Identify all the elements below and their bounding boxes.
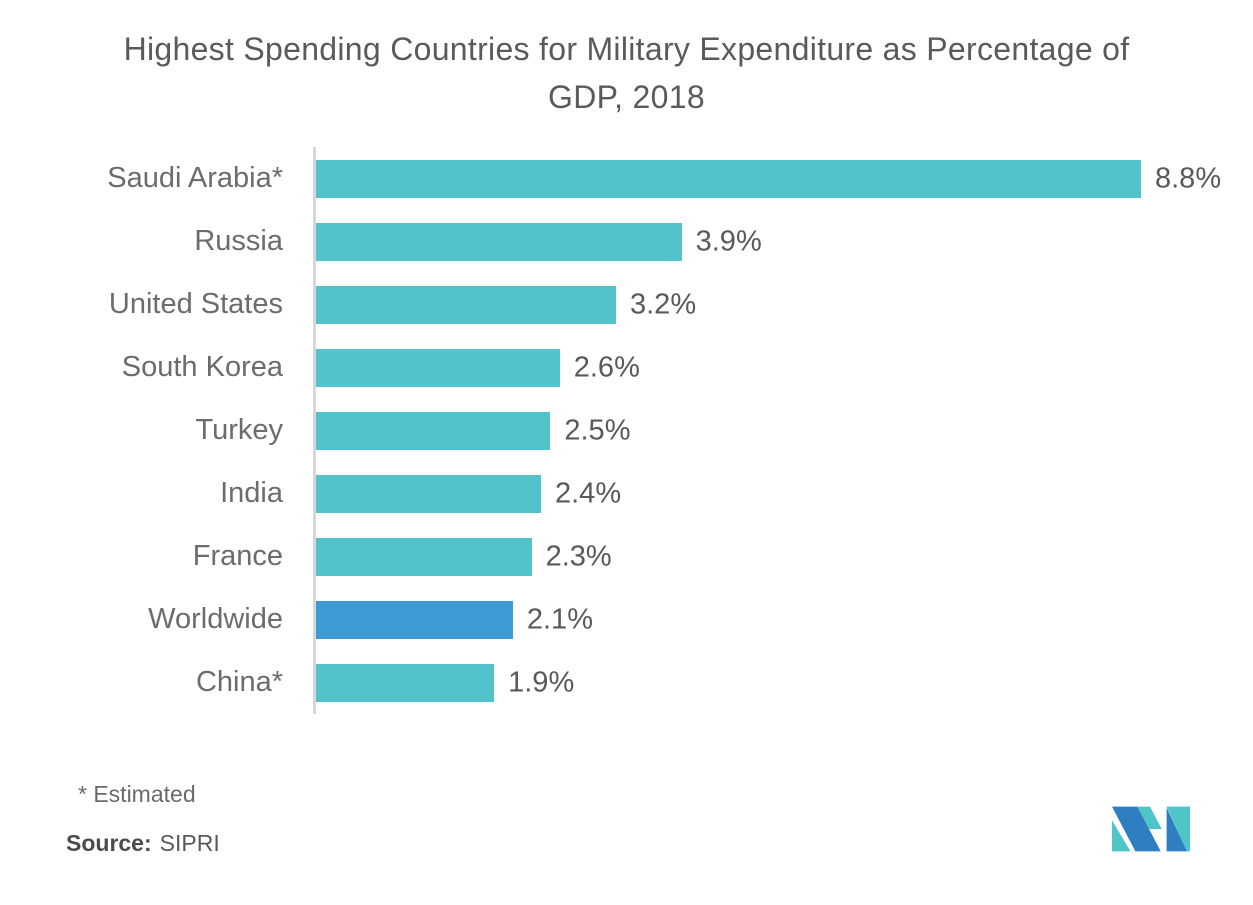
value-label: 2.3% (545, 540, 612, 572)
logo-teal-right-quad (1166, 806, 1190, 852)
bar-row: Worldwide 2.1% (0, 588, 1253, 651)
bar (316, 537, 532, 576)
logo-teal-left-triangle (1112, 820, 1131, 852)
value-label: 2.4% (555, 477, 622, 509)
bar-track: 2.6% (313, 336, 1141, 399)
bar-row: India 2.4% (0, 462, 1253, 525)
category-label: Saudi Arabia* (107, 162, 283, 194)
bar-track: 3.9% (313, 210, 1141, 273)
mordor-intelligence-m-logo (1112, 806, 1190, 852)
bar-row: China* 1.9% (0, 651, 1253, 714)
value-label: 3.9% (695, 225, 762, 257)
bar (316, 600, 513, 639)
bar-row: South Korea 2.6% (0, 336, 1253, 399)
category-label: France (192, 540, 283, 572)
bar (316, 348, 560, 387)
footnote-estimated: * Estimated (78, 781, 196, 807)
category-label: Russia (194, 225, 283, 257)
value-label: 3.2% (630, 288, 697, 320)
value-label: 2.1% (526, 603, 593, 635)
category-label: South Korea (121, 351, 283, 383)
bar-row: Saudi Arabia* 8.8% (0, 147, 1253, 210)
bar (316, 474, 541, 513)
bar-track: 8.8% (313, 147, 1221, 210)
bar-track: 2.4% (313, 462, 1141, 525)
bar (316, 285, 616, 324)
category-label: China* (195, 666, 283, 698)
value-label: 2.5% (564, 414, 631, 446)
source-value: SIPRI (159, 830, 220, 856)
bar-track: 2.3% (313, 525, 1141, 588)
category-label: Worldwide (148, 603, 283, 635)
bar-track: 1.9% (313, 651, 1141, 714)
bar-row: France 2.3% (0, 525, 1253, 588)
source-label: Source: (66, 830, 152, 856)
bar-track: 2.5% (313, 399, 1141, 462)
category-label: Turkey (195, 414, 283, 446)
value-label: 2.6% (573, 351, 640, 383)
bar-track: 2.1% (313, 588, 1141, 651)
bar-row: Turkey 2.5% (0, 399, 1253, 462)
logo-teal-left-sliver (1137, 806, 1162, 829)
chart-title: Highest Spending Countries for Military … (123, 31, 1130, 115)
source-line: Source: SIPRI (66, 830, 220, 857)
bar (316, 222, 682, 261)
logo-blue-left-parallelogram (1112, 806, 1161, 852)
category-label: United States (108, 288, 283, 320)
bar (316, 663, 495, 702)
value-label: 1.9% (508, 666, 575, 698)
bar (316, 159, 1141, 198)
value-label: 8.8% (1155, 162, 1222, 194)
bar-track: 3.2% (313, 273, 1141, 336)
bar-row: United States 3.2% (0, 273, 1253, 336)
category-label: India (220, 477, 283, 509)
bar-chart: Saudi Arabia* 8.8% Russia 3.9% United States… (0, 147, 1253, 714)
bar (316, 411, 551, 450)
bar-rows: Saudi Arabia* 8.8% Russia 3.9% United States… (0, 147, 1253, 714)
bar-row: Russia 3.9% (0, 210, 1253, 273)
